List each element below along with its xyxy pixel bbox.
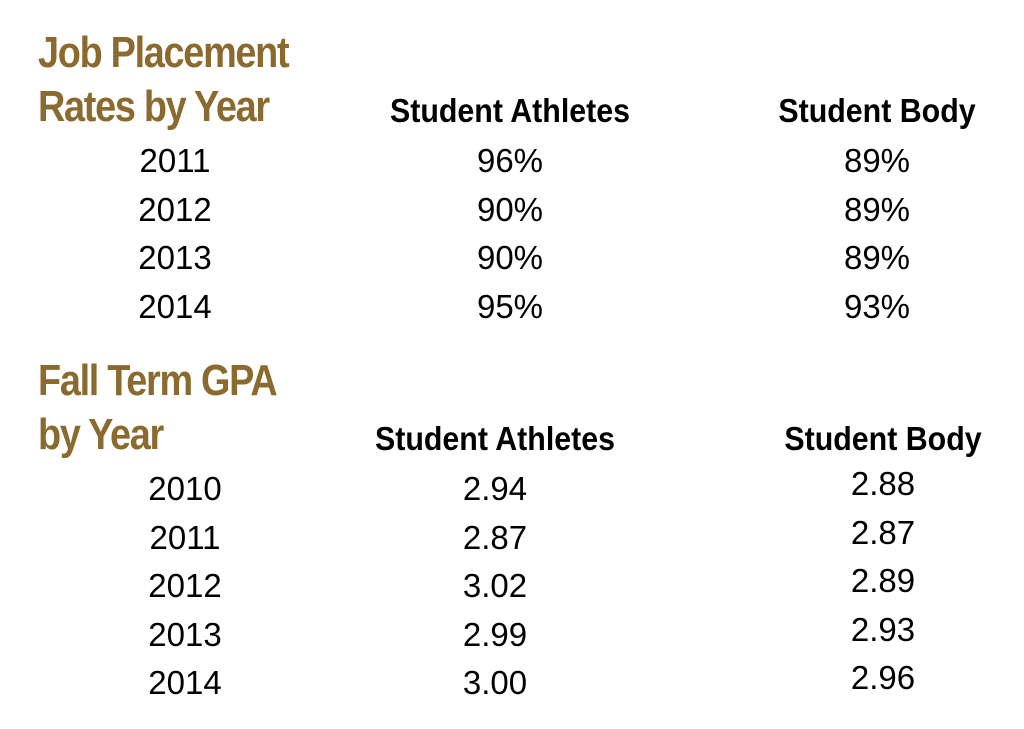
job-placement-athletes-cell: 90% (476, 239, 544, 276)
job-placement-header-body: Student Body (778, 92, 976, 129)
job-placement-body-cell: 89% (843, 142, 911, 179)
gpa-title: Fall Term GPA by Year (38, 354, 278, 462)
gpa-body-cell: 2.88 (850, 465, 916, 502)
gpa-header-athletes: Student Athletes (374, 420, 616, 457)
gpa-body-cell: 2.93 (850, 610, 916, 648)
gpa-year-cell: 2014 (148, 664, 222, 701)
job-placement-body-cell: 89% (843, 190, 911, 228)
job-placement-header-athletes: Student Athletes (389, 92, 631, 129)
job-placement-athletes-cell: 95% (476, 287, 544, 325)
gpa-header-body: Student Body (784, 420, 982, 457)
gpa-athletes-cell: 3.02 (462, 567, 528, 604)
gpa-year-cell: 2010 (148, 470, 222, 507)
gpa-title-line-2: by Year (38, 410, 164, 459)
gpa-athletes-cell: 3.00 (462, 664, 528, 701)
job-placement-body-cell: 89% (843, 239, 911, 276)
gpa-year-cell: 2013 (148, 615, 222, 653)
gpa-athletes-cell: 2.94 (462, 470, 528, 507)
job-placement-athletes-cell: 96% (476, 142, 544, 179)
gpa-body-cell: 2.89 (850, 562, 916, 599)
job-placement-year-cell: 2011 (139, 142, 211, 179)
gpa-body-cell: 2.87 (850, 513, 916, 551)
job-placement-title: Job Placement Rates by Year (38, 26, 290, 134)
job-placement-title-line-1: Job Placement (38, 28, 290, 77)
job-placement-title-line-2: Rates by Year (38, 82, 270, 131)
gpa-year-cell: 2012 (148, 567, 222, 604)
gpa-athletes-cell: 2.87 (462, 518, 528, 556)
gpa-title-line-1: Fall Term GPA (38, 356, 278, 405)
gpa-body-cell: 2.96 (850, 659, 916, 696)
job-placement-body-cell: 93% (843, 287, 911, 325)
gpa-athletes-cell: 2.99 (462, 615, 528, 653)
job-placement-year-cell: 2014 (138, 287, 212, 325)
job-placement-year-cell: 2013 (138, 239, 212, 276)
gpa-year-cell: 2011 (149, 518, 221, 556)
job-placement-athletes-cell: 90% (476, 190, 544, 228)
job-placement-year-cell: 2012 (138, 190, 212, 228)
